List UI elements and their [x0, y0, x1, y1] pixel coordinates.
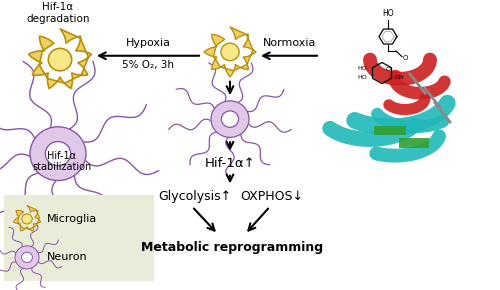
FancyBboxPatch shape [374, 126, 406, 135]
FancyBboxPatch shape [399, 138, 429, 148]
Text: Hif-1α
stabilization: Hif-1α stabilization [32, 151, 92, 172]
Text: Hif-1α
degradation: Hif-1α degradation [26, 3, 90, 24]
Circle shape [222, 111, 238, 127]
Polygon shape [14, 206, 40, 231]
Circle shape [46, 142, 70, 166]
Polygon shape [204, 27, 256, 77]
Circle shape [211, 101, 249, 137]
Text: Hif-1α↑: Hif-1α↑ [204, 157, 256, 170]
Text: O: O [386, 67, 390, 72]
Text: HO: HO [357, 66, 367, 71]
Circle shape [22, 252, 32, 262]
Text: Microglia: Microglia [47, 214, 97, 224]
FancyBboxPatch shape [4, 195, 154, 281]
Polygon shape [28, 29, 92, 88]
Text: HO: HO [357, 75, 367, 80]
Text: Neuron: Neuron [47, 252, 88, 262]
Text: 5% O₂, 3h: 5% O₂, 3h [122, 59, 174, 70]
Circle shape [22, 214, 32, 224]
Text: OH: OH [395, 75, 405, 80]
Text: O: O [402, 55, 407, 61]
Circle shape [221, 43, 239, 61]
Circle shape [15, 246, 39, 269]
Text: Normoxia: Normoxia [264, 38, 316, 48]
Text: Hypoxia: Hypoxia [126, 38, 170, 48]
Text: OXPHOS↓: OXPHOS↓ [240, 190, 304, 203]
Text: HO: HO [382, 9, 394, 18]
Circle shape [30, 127, 86, 181]
Text: Glycolysis↑: Glycolysis↑ [158, 190, 232, 203]
FancyBboxPatch shape [340, 17, 495, 165]
Text: Metabolic reprogramming: Metabolic reprogramming [141, 241, 323, 254]
Circle shape [48, 48, 72, 71]
